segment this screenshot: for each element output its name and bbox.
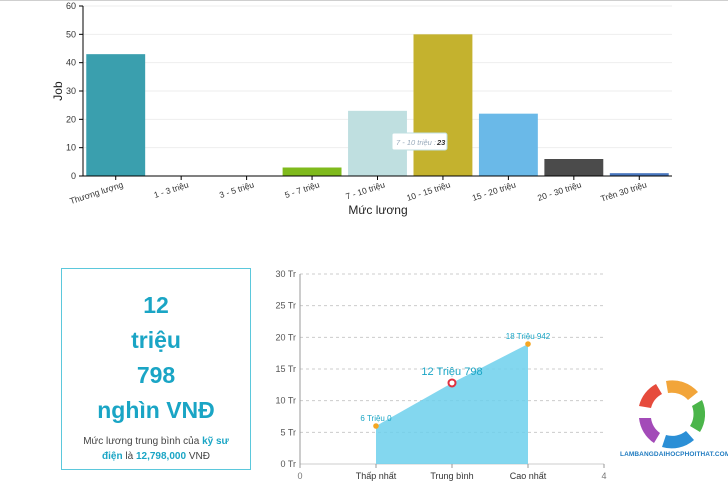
site-logo-icon: [639, 380, 706, 449]
area-chart-gridlines: [299, 273, 604, 465]
area-point: [525, 341, 531, 347]
average-salary-card: 12 triệu 798 nghìn VNĐ Mức lương trung b…: [61, 268, 251, 470]
area-y-tick-label: 30 Tr: [275, 269, 296, 279]
area-y-tick-label: 20 Tr: [275, 332, 296, 342]
area-chart-points: [373, 341, 531, 429]
desc-prefix: Mức lương trung bình của: [83, 436, 200, 447]
area-chart-point-labels: 6 Triệu 0 12 Triệu 798 18 Triệu 942: [360, 332, 550, 423]
bar-tooltip-value: 23: [436, 138, 446, 147]
area-y-tick-label: 10 Tr: [275, 396, 296, 406]
bar-x-tick-label: 5 - 7 triệu: [283, 179, 320, 200]
bar-x-tick-label: 15 - 20 triệu: [471, 179, 517, 203]
area-point-highlight: [447, 378, 457, 388]
bar-y-tick-label: 50: [66, 29, 76, 39]
salary-millions-unit: triệu: [131, 327, 181, 353]
bar-tooltip-box: [391, 132, 448, 151]
bar-y-tick-label: 20: [66, 114, 76, 124]
salary-currency: VNĐ: [188, 451, 210, 462]
bar-8: [609, 173, 669, 176]
area-point-label: 12 Triệu 798: [421, 366, 482, 378]
bar-0: [86, 54, 146, 176]
area-point: [373, 423, 379, 429]
job-salary-bar-chart: 0 10 20 30 40 50 60 Thương lượng 1 - 3 triệu 3 -…: [51, 1, 672, 217]
bar-x-tick-label: 10 - 15 triệu: [405, 179, 451, 203]
bar-chart-y-ticks: 0 10 20 30 40 50 60: [66, 1, 83, 181]
top-divider: [0, 0, 728, 1]
area-x-tick-label: Cao nhất: [510, 471, 547, 481]
salary-area-fill: [376, 344, 528, 464]
area-x-tick-label: Trung bình: [430, 471, 473, 481]
bar-6: [478, 113, 538, 176]
bar-tooltip: 7 - 10 triệu : 23: [391, 132, 448, 151]
bar-chart-x-label: Mức lương: [348, 203, 407, 217]
bar-5: [413, 34, 473, 177]
bar-x-tick-label: Thương lượng: [68, 179, 124, 206]
bar-y-tick-label: 10: [66, 143, 76, 153]
salary-range-area-chart: 0 Tr 5 Tr 10 Tr 15 Tr 20 Tr 25 Tr 30 Tr 0 Thấp …: [275, 269, 607, 481]
bar-chart-gridlines: [83, 5, 672, 149]
bar-y-tick-label: 0: [71, 171, 76, 181]
desc-mid: là: [125, 451, 134, 462]
area-point-label: 18 Triệu 942: [506, 332, 551, 341]
area-chart-x-ticks: 0 Thấp nhất Trung bình Cao nhất 4: [297, 464, 607, 481]
salary-millions: 12: [143, 292, 169, 318]
area-chart-y-ticks: 0 Tr 5 Tr 10 Tr 15 Tr 20 Tr 25 Tr 30 Tr: [275, 269, 296, 469]
area-y-tick-label: 15 Tr: [275, 364, 296, 374]
area-x-tick-label: 0: [297, 471, 302, 481]
salary-thousands: 798: [136, 362, 176, 388]
bar-3: [282, 167, 342, 176]
bar-chart-y-label: Job: [51, 81, 65, 101]
bar-7: [544, 159, 604, 176]
salary-amount: 12,798,000: [135, 451, 187, 462]
bar-x-tick-label: 20 - 30 triệu: [536, 179, 582, 203]
area-y-tick-label: 0 Tr: [280, 459, 296, 469]
area-x-tick-label: Thấp nhất: [356, 471, 397, 481]
bar-y-tick-label: 30: [66, 86, 76, 96]
bar-x-tick-label: 7 - 10 triệu: [344, 179, 386, 201]
salary-thousands-unit: nghìn VNĐ: [97, 397, 215, 423]
site-logo-text: LAMBANGDAIHOCPHOITHAT.COM: [620, 451, 728, 458]
bar-y-tick-label: 40: [66, 58, 76, 68]
bar-y-tick-label: 60: [66, 1, 76, 11]
area-point-label: 6 Triệu 0: [360, 414, 392, 423]
bar-chart-x-ticks: Thương lượng 1 - 3 triệu 3 - 5 triệu 5 - 7 …: [68, 176, 648, 206]
area-y-tick-label: 25 Tr: [275, 301, 296, 311]
bar-tooltip-label: 7 - 10 triệu :: [396, 138, 436, 147]
job-name: kỹ sư điện: [102, 436, 229, 462]
bar-x-tick-label: 3 - 5 triệu: [218, 179, 255, 200]
salary-description: Mức lương trung bình của kỹ sư điện là 1…: [72, 434, 240, 464]
area-x-tick-label: 4: [601, 471, 606, 481]
bar-x-tick-label: Trên 30 triệu: [599, 179, 648, 203]
bar-chart-bars: [86, 34, 669, 177]
area-y-tick-label: 5 Tr: [280, 427, 296, 437]
bar-x-tick-label: 1 - 3 triệu: [153, 179, 190, 200]
